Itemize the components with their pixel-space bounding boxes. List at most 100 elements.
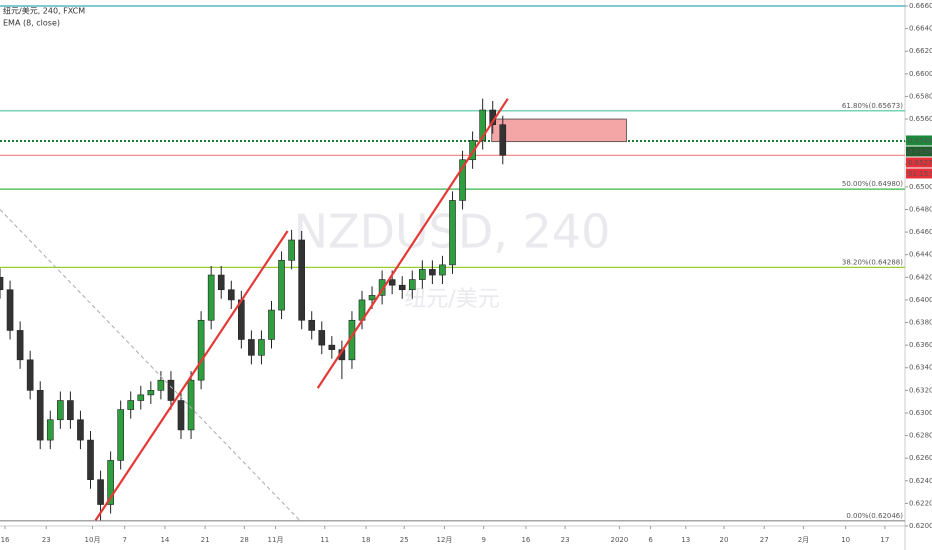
- candle-body: [308, 319, 316, 331]
- x-tick-label: 21: [201, 536, 210, 544]
- candle-body: [288, 239, 295, 261]
- candle-body: [107, 460, 114, 505]
- price-tag: [906, 146, 932, 157]
- chart-title: 纽元/美元, 240, FXCM: [3, 6, 85, 16]
- x-tick-label: 16: [521, 536, 530, 544]
- candle-body: [137, 394, 145, 401]
- x-tick-label: 6: [648, 536, 653, 544]
- level-label: 0.00%(0.62046): [846, 512, 903, 520]
- trend-line: [94, 230, 289, 521]
- candle-body: [157, 379, 165, 391]
- candle-body: [258, 339, 265, 356]
- x-tick-label: 14: [160, 536, 169, 544]
- x-tick-label: 28: [240, 536, 249, 544]
- x-tick-label: 7: [122, 536, 126, 544]
- candle-body: [268, 309, 275, 340]
- level-label: 38.20%(0.64288): [842, 258, 903, 266]
- x-tick-label: 23: [561, 536, 570, 544]
- candle-body: [238, 299, 245, 340]
- candle-body: [328, 344, 336, 350]
- indicator-label: EMA (8, close): [3, 19, 60, 28]
- x-tick-label: 16: [1, 536, 10, 544]
- candle-body: [278, 260, 285, 311]
- candle-body: [499, 124, 507, 156]
- candle-body: [419, 269, 426, 280]
- candle-body: [187, 379, 195, 431]
- x-tick-label: 11: [320, 536, 329, 544]
- candle-body: [117, 409, 124, 461]
- candle-body: [177, 400, 185, 431]
- candle-body: [26, 359, 34, 391]
- candle-body: [298, 239, 305, 321]
- candle-body: [67, 400, 74, 421]
- candle-body: [207, 274, 215, 321]
- candle-body: [227, 289, 235, 301]
- countdown-tag: [906, 168, 932, 179]
- candle-body: [248, 339, 255, 356]
- candle-body: [449, 200, 456, 266]
- candle-body: [167, 379, 175, 401]
- x-tick-label: 23: [42, 536, 51, 544]
- watermark-sub: 纽元/美元: [404, 287, 499, 312]
- x-tick-label: 25: [400, 536, 409, 544]
- candle-body: [459, 159, 466, 201]
- x-tick-label: 10月: [85, 536, 101, 544]
- candle-body: [479, 109, 486, 141]
- candle-body: [87, 439, 94, 480]
- price-tag: [906, 157, 932, 168]
- candle-body: [439, 264, 446, 276]
- candle-body: [217, 274, 225, 291]
- x-tick-label: 10: [841, 536, 850, 544]
- x-tick-label: 2020: [611, 536, 629, 544]
- y-tick-label: 0.66600: [909, 2, 932, 10]
- zone: [491, 118, 627, 143]
- x-tick-label: 18: [362, 536, 371, 544]
- candle-body: [147, 390, 155, 396]
- x-tick-label: 20: [720, 536, 729, 544]
- price-tag-label: 0.65279: [908, 159, 932, 167]
- trend-line: [316, 98, 509, 389]
- level-label: 50.00%(0.64980): [842, 180, 903, 188]
- candle-body: [6, 289, 14, 331]
- x-tick-label: 13: [681, 536, 690, 544]
- level-label: 61.80%(0.65673): [842, 102, 903, 110]
- candle-body: [398, 284, 406, 291]
- candle-body: [368, 295, 376, 301]
- x-tick-label: 2月: [798, 536, 809, 544]
- candle-body: [36, 390, 44, 441]
- candle-body: [77, 419, 84, 441]
- price-tag-label: 0.65386: [908, 148, 932, 156]
- x-tick-label: 11月: [268, 536, 284, 544]
- candle-body: [46, 419, 54, 441]
- candle-body: [197, 319, 205, 381]
- candle-body: [0, 277, 4, 291]
- candle-body: [97, 479, 104, 505]
- candle-body: [388, 279, 396, 286]
- candle-body: [429, 269, 436, 276]
- candle-body: [57, 400, 64, 421]
- x-tick-label: 27: [760, 536, 769, 544]
